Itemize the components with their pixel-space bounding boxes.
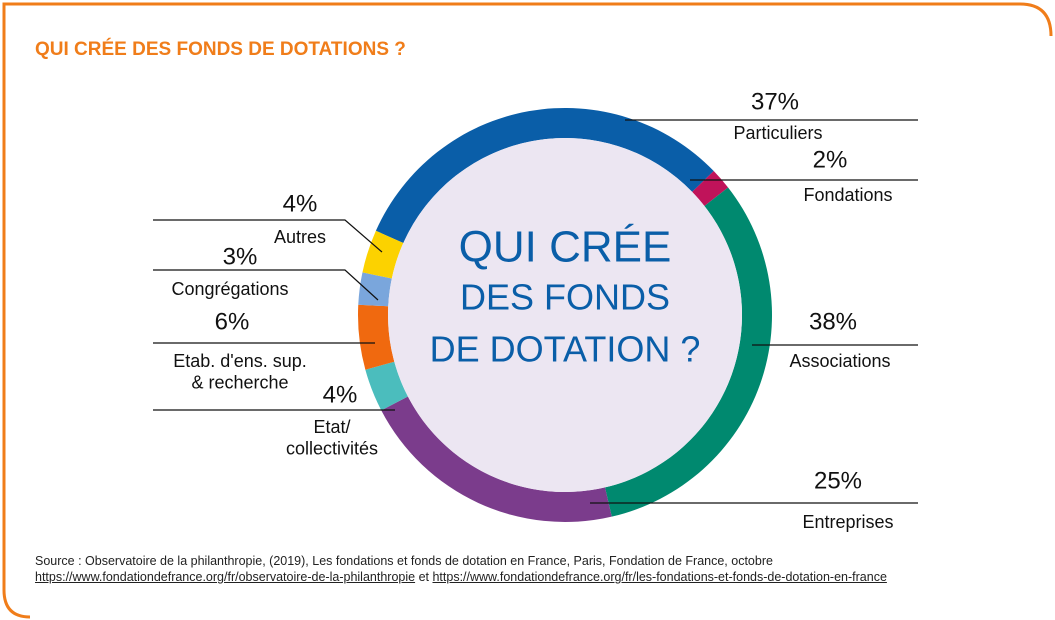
center-text: DE DOTATION ? [430,329,701,370]
value-label: 4% [283,190,318,217]
source: Source : Observatoire de la philanthropi… [35,553,995,585]
source-link[interactable]: https://www.fondationdefrance.org/fr/obs… [35,570,416,584]
category-label: Associations [789,351,890,371]
value-label: 4% [323,381,358,408]
category-label: Particuliers [733,123,822,143]
value-label: 37% [751,88,799,115]
value-label: 38% [809,308,857,335]
donut-slice [375,108,714,244]
category-label: Autres [274,227,326,247]
donut-slice [362,230,404,279]
donut-slice [381,396,612,522]
donut-slice [604,187,772,517]
value-label: 2% [813,146,848,173]
category-label: Fondations [803,185,892,205]
donut-center [388,138,742,492]
leader-line [153,219,383,253]
chart-title: QUI CRÉE DES FONDS DE DOTATIONS ? [35,38,406,60]
category-label: Etat/collectivités [286,417,378,459]
value-label: 6% [215,308,250,335]
center-text: DES FONDS [460,277,670,318]
donut-slice [358,304,395,370]
donut-slice [365,361,408,411]
value-label: 3% [223,243,258,270]
category-label: Congrégations [171,279,288,299]
source-joiner: et [418,570,429,584]
center-text: QUI CRÉE [459,223,672,272]
source-link[interactable]: https://www.fondationdefrance.org/fr/les… [432,570,887,584]
leader-line [153,269,379,301]
category-label: Entreprises [802,512,893,532]
source-text: Source : Observatoire de la philanthropi… [35,554,773,568]
category-label: Etab. d'ens. sup. & recherche [173,351,307,393]
value-label: 25% [814,467,862,494]
donut-slice [358,272,392,307]
